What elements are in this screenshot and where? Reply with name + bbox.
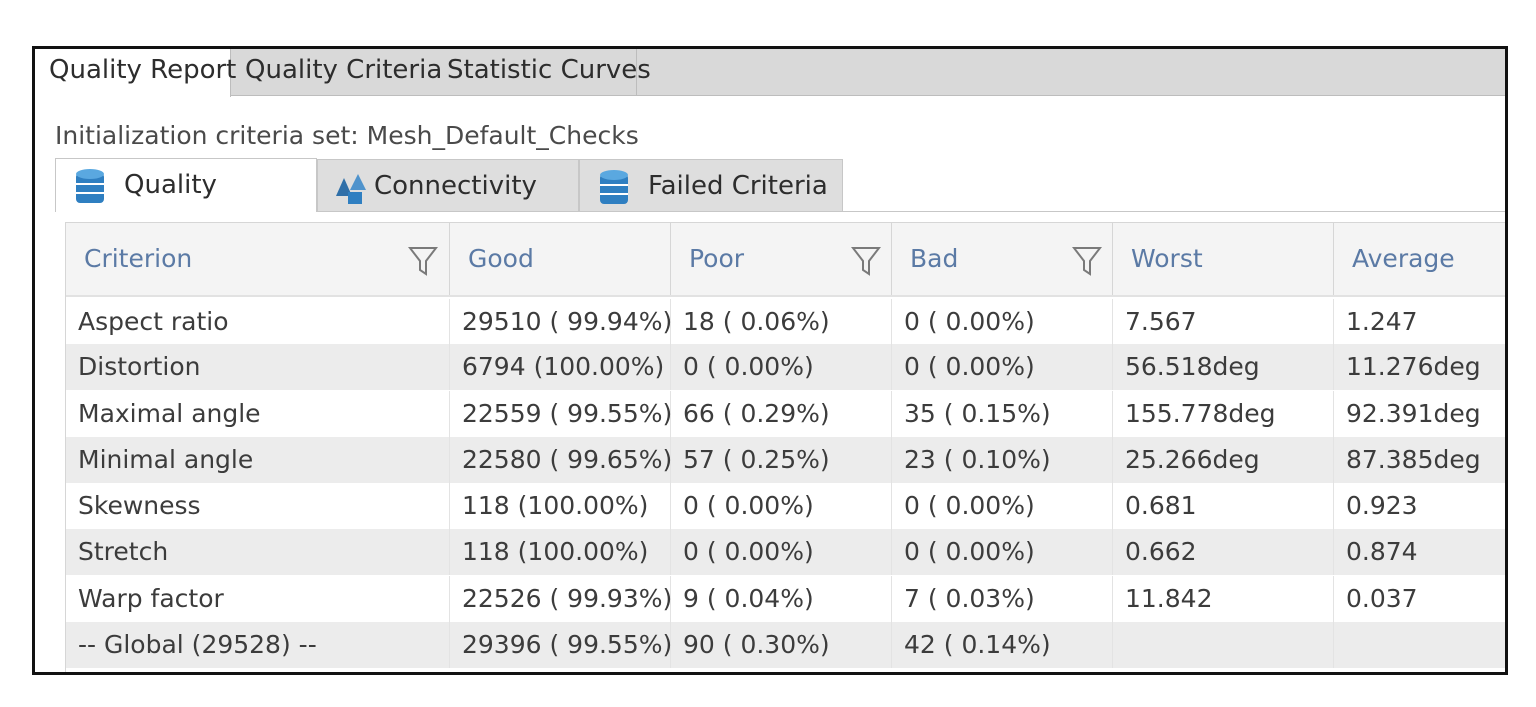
- shapes-icon: [336, 174, 366, 204]
- filter-icon[interactable]: [851, 245, 881, 277]
- cell-criterion: Maximal angle: [66, 391, 450, 437]
- sub-tab-bar: Quality Connectivity Failed Criteria: [55, 157, 1505, 212]
- cell-average: 0.037: [1346, 584, 1418, 613]
- subtab-quality[interactable]: Quality: [55, 158, 317, 212]
- cell-average: 1.247: [1346, 307, 1418, 336]
- filter-icon[interactable]: [1072, 245, 1102, 277]
- subtab-failed-criteria[interactable]: Failed Criteria: [579, 159, 843, 211]
- cell-worst: 25.266deg: [1113, 437, 1334, 483]
- cell-average: 11.276deg: [1346, 352, 1481, 381]
- cell-bad: 23 ( 0.10%): [892, 437, 1113, 483]
- column-header-worst[interactable]: Worst: [1113, 223, 1334, 295]
- quality-report-window: Quality Report Quality Criteria Statisti…: [32, 46, 1508, 675]
- cell-bad: 0 ( 0.00%): [892, 483, 1113, 529]
- column-header-average[interactable]: Average: [1334, 223, 1505, 295]
- cell-worst: [1113, 622, 1334, 668]
- subtab-failed-criteria-label: Failed Criteria: [648, 171, 828, 201]
- cell-criterion: Stretch: [66, 529, 450, 575]
- subtab-connectivity[interactable]: Connectivity: [317, 159, 579, 211]
- subtab-connectivity-label: Connectivity: [374, 171, 537, 201]
- cell-criterion: Warp factor: [66, 576, 450, 622]
- cell-poor: 0 ( 0.00%): [671, 483, 892, 529]
- cell-poor: 9 ( 0.04%): [671, 576, 892, 622]
- column-header-criterion[interactable]: Criterion: [66, 223, 450, 295]
- database-icon: [76, 169, 104, 203]
- cell-criterion: -- Global (29528) --: [66, 622, 450, 668]
- tab-quality-criteria[interactable]: Quality Criteria: [245, 55, 443, 85]
- table-row[interactable]: Stretch 118 (100.00%) 0 ( 0.00%) 0 ( 0.00%)…: [66, 529, 1505, 575]
- cell-bad: 0 ( 0.00%): [892, 344, 1113, 390]
- table-row[interactable]: Minimal angle 22580 ( 99.65%) 57 ( 0.25%) 2…: [66, 437, 1505, 483]
- cell-good: 22580 ( 99.65%): [450, 437, 672, 483]
- cell-criterion: Minimal angle: [66, 437, 450, 483]
- cell-average: 0.874: [1346, 537, 1418, 566]
- table-row[interactable]: Maximal angle 22559 ( 99.55%) 66 ( 0.29%) 3…: [66, 391, 1505, 437]
- table-header: Criterion Good Poor Bad W: [66, 223, 1505, 297]
- table-row[interactable]: Aspect ratio 29510 ( 99.94%) 18 ( 0.06%) 0 …: [66, 299, 1505, 345]
- column-header-poor[interactable]: Poor: [671, 223, 892, 295]
- cell-poor: 0 ( 0.00%): [671, 344, 892, 390]
- cell-good: 29396 ( 99.55%): [450, 622, 672, 668]
- cell-worst: 7.567: [1113, 299, 1334, 345]
- cell-worst: 0.662: [1113, 529, 1334, 575]
- cell-worst: 0.681: [1113, 483, 1334, 529]
- cell-good: 29510 ( 99.94%): [450, 299, 672, 345]
- cell-criterion: Distortion: [66, 344, 450, 390]
- cell-good: 6794 (100.00%): [450, 344, 671, 390]
- cell-poor: 90 ( 0.30%): [671, 622, 892, 668]
- cell-poor: 0 ( 0.00%): [671, 529, 892, 575]
- column-header-label: Bad: [910, 244, 959, 273]
- cell-average: 92.391deg: [1346, 399, 1481, 428]
- column-header-label: Worst: [1131, 244, 1203, 273]
- cell-bad: 0 ( 0.00%): [892, 299, 1113, 345]
- quality-table: Criterion Good Poor Bad W: [65, 222, 1505, 672]
- cell-criterion: Aspect ratio: [66, 299, 450, 345]
- criteria-set-label: Initialization criteria set: Mesh_Defaul…: [55, 121, 639, 150]
- cell-worst: 56.518deg: [1113, 344, 1334, 390]
- cell-bad: 0 ( 0.00%): [892, 529, 1113, 575]
- filter-icon[interactable]: [408, 245, 438, 277]
- cell-poor: 66 ( 0.29%): [671, 391, 892, 437]
- table-row[interactable]: -- Global (29528) -- 29396 ( 99.55%) 90 ( …: [66, 622, 1505, 668]
- cell-average: [1334, 622, 1505, 668]
- cell-bad: 42 ( 0.14%): [892, 622, 1113, 668]
- column-header-label: Poor: [689, 244, 745, 273]
- cell-poor: 57 ( 0.25%): [671, 437, 892, 483]
- cell-worst: 11.842: [1113, 576, 1334, 622]
- column-header-bad[interactable]: Bad: [892, 223, 1113, 295]
- table-row[interactable]: Distortion 6794 (100.00%) 0 ( 0.00%) 0 ( 0.…: [66, 344, 1505, 390]
- cell-worst: 155.778deg: [1113, 391, 1334, 437]
- cell-average: 87.385deg: [1346, 445, 1481, 474]
- cell-good: 22526 ( 99.93%): [450, 576, 672, 622]
- column-header-good[interactable]: Good: [450, 223, 671, 295]
- table-row[interactable]: Warp factor 22526 ( 99.93%) 9 ( 0.04%) 7 ( …: [66, 576, 1505, 622]
- top-tab-bar: Quality Report Quality Criteria Statisti…: [35, 49, 1505, 97]
- column-header-label: Criterion: [84, 244, 193, 273]
- cell-criterion: Skewness: [66, 483, 450, 529]
- cell-bad: 35 ( 0.15%): [892, 391, 1113, 437]
- subtab-quality-label: Quality: [124, 170, 217, 200]
- tab-quality-report[interactable]: Quality Report: [35, 49, 236, 97]
- column-header-label: Average: [1352, 244, 1455, 273]
- cell-good: 22559 ( 99.55%): [450, 391, 672, 437]
- column-header-label: Good: [468, 244, 534, 273]
- cell-bad: 7 ( 0.03%): [892, 576, 1113, 622]
- tab-statistic-curves[interactable]: Statistic Curves: [433, 49, 651, 95]
- cell-good: 118 (100.00%): [450, 483, 671, 529]
- cell-poor: 18 ( 0.06%): [671, 299, 892, 345]
- database-icon: [600, 170, 628, 204]
- table-row[interactable]: Skewness 118 (100.00%) 0 ( 0.00%) 0 ( 0.00%…: [66, 483, 1505, 529]
- cell-good: 118 (100.00%): [450, 529, 671, 575]
- cell-average: 0.923: [1346, 491, 1418, 520]
